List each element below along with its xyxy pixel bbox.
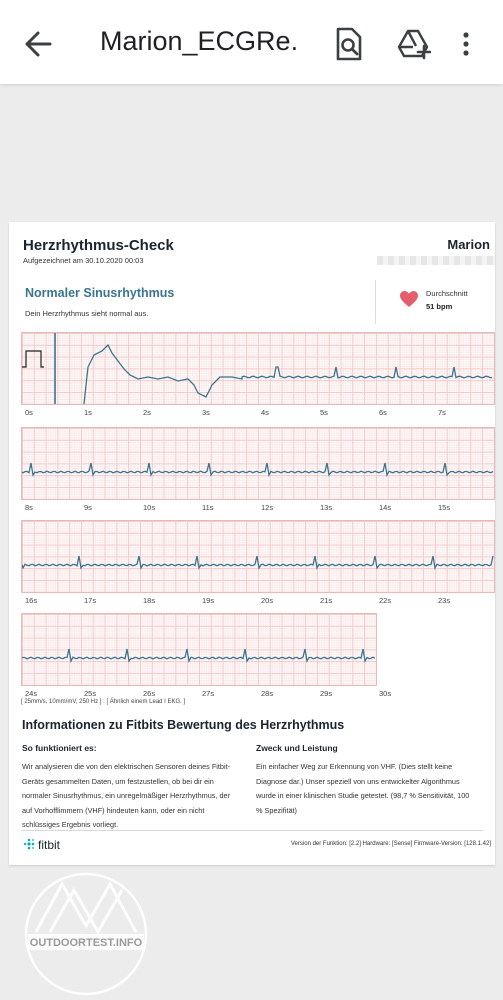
report-title: Herzrhythmus-Check <box>23 237 174 254</box>
time-tick-label: 2s <box>143 408 151 417</box>
time-tick-label: 21s <box>320 596 333 605</box>
time-tick-label: 27s <box>202 689 215 698</box>
more-vert-icon[interactable] <box>456 26 476 62</box>
time-tick-label: 7s <box>438 408 446 417</box>
time-tick-label: 10s <box>143 503 156 512</box>
heart-rate-label: Durchschnitt <box>426 289 468 298</box>
ecg-strip-4 <box>21 613 377 686</box>
rhythm-result: Normaler Sinusrhythmus <box>25 286 175 300</box>
ecg-trace <box>83 343 492 404</box>
time-tick-label: 14s <box>379 503 392 512</box>
watermark-logo: OUTDOORTEST.INFO <box>24 872 148 996</box>
ecg-trace <box>22 555 494 571</box>
ecg-trace <box>22 462 494 478</box>
time-tick-label: 17s <box>84 596 97 605</box>
time-tick-label: 13s <box>320 503 333 512</box>
calibration-pulse <box>22 350 44 368</box>
ecg-trace-svg <box>22 333 492 404</box>
time-tick-label: 8s <box>25 503 33 512</box>
time-tick-label: 23s <box>438 596 451 605</box>
time-tick-label: 6s <box>379 408 387 417</box>
watermark-text: OUTDOORTEST.INFO <box>30 937 143 949</box>
info-heading: Informationen zu Fitbits Bewertung des H… <box>22 718 345 732</box>
time-tick-label: 5s <box>320 408 328 417</box>
purpose-text: Ein einfacher Weg zur Erkennung von VHF.… <box>256 762 470 815</box>
footer-divider <box>21 830 483 831</box>
time-tick-label: 9s <box>84 503 92 512</box>
fitbit-logo: fitbit <box>23 838 60 852</box>
time-tick-label: 0s <box>25 408 33 417</box>
ecg-trace-svg <box>22 462 494 478</box>
time-tick-label: 3s <box>202 408 210 417</box>
divider <box>375 280 376 324</box>
document-title: Marion_ECGRe... <box>100 26 300 56</box>
blurred-detail <box>377 256 495 265</box>
heart-icon <box>400 291 418 307</box>
time-tick-label: 26s <box>143 689 156 698</box>
pdf-page: Herzrhythmus-Check Aufgezeichnet am 30.1… <box>9 222 495 865</box>
time-tick-label: 1s <box>84 408 92 417</box>
time-tick-label: 18s <box>143 596 156 605</box>
ecg-strip-2 <box>21 427 495 500</box>
heart-rate-value: 51 bpm <box>426 302 453 311</box>
version-info: Version der Funktion: [2.2] Hardware: [S… <box>290 841 491 847</box>
how-it-works-text: Wir analysieren die von den elektrischen… <box>22 762 231 829</box>
time-tick-label: 24s <box>25 689 38 698</box>
recorded-date: Aufgezeichnet am 30.10.2020 00:03 <box>23 256 144 265</box>
time-tick-label: 15s <box>438 503 451 512</box>
time-tick-label: 19s <box>202 596 215 605</box>
time-tick-label: 11s <box>202 503 214 512</box>
purpose-heading: Zweck und Leistung <box>256 743 338 753</box>
time-tick-label: 30s <box>379 689 392 698</box>
ecg-trace-svg <box>22 555 494 571</box>
how-it-works-heading: So funktioniert es: <box>22 743 97 753</box>
search-document-icon[interactable] <box>332 26 366 62</box>
patient-name: Marion <box>447 237 490 252</box>
fitbit-dots-icon <box>23 838 35 850</box>
time-tick-label: 16s <box>25 596 38 605</box>
time-tick-label: 28s <box>261 689 274 698</box>
arrow-back-icon[interactable] <box>20 26 56 62</box>
app-bar: Marion_ECGRe... <box>0 0 503 84</box>
ecg-settings-note: [ 25mm/s, 10mm/mV, 250 Hz ] : [ Ähnlich … <box>21 699 186 705</box>
add-to-drive-icon[interactable] <box>397 26 431 62</box>
time-tick-label: 25s <box>84 689 97 698</box>
rhythm-description: Dein Herzrhythmus sieht normal aus. <box>25 309 149 318</box>
ecg-strip-1 <box>21 332 495 405</box>
time-tick-label: 20s <box>261 596 274 605</box>
ecg-trace <box>22 648 376 664</box>
ecg-trace-svg <box>22 648 376 664</box>
time-tick-label: 29s <box>320 689 333 698</box>
time-tick-label: 4s <box>261 408 269 417</box>
ecg-strip-3 <box>21 520 495 593</box>
fitbit-wordmark: fitbit <box>38 838 61 852</box>
time-tick-label: 22s <box>379 596 392 605</box>
time-tick-label: 12s <box>261 503 274 512</box>
